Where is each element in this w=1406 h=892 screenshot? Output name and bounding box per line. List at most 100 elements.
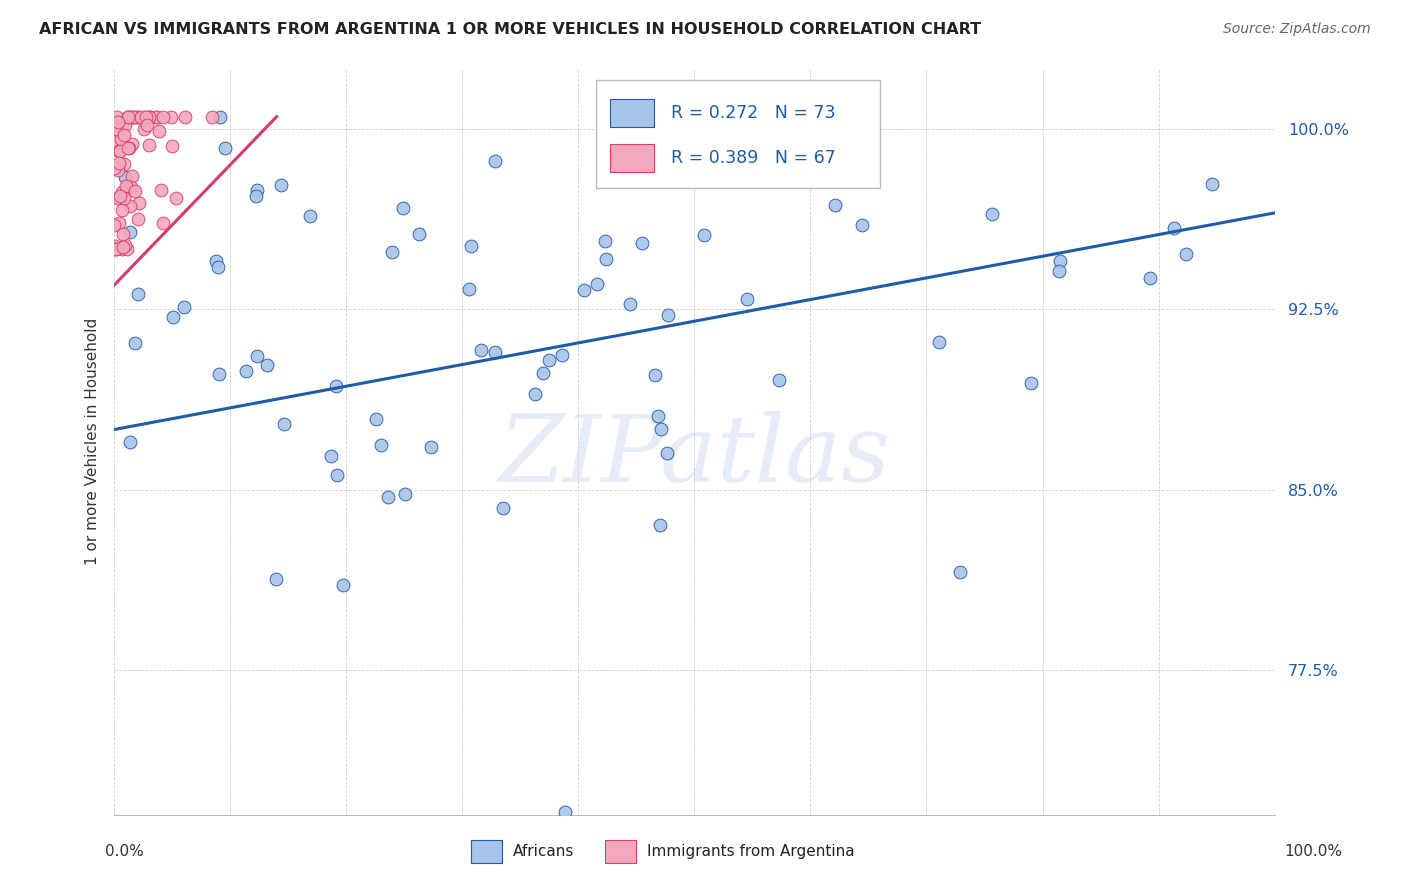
Point [572, 283, 595, 297]
Point [135, 118, 157, 132]
Point [135, 110, 157, 124]
Text: Source: ZipAtlas.com: Source: ZipAtlas.com [1223, 22, 1371, 37]
Point [127, 110, 149, 124]
Point [949, 566, 972, 580]
Point [104, 134, 127, 148]
Point [1201, 177, 1223, 191]
Text: ZIPatlas: ZIPatlas [499, 411, 890, 501]
Point [484, 344, 506, 359]
Point [162, 310, 184, 324]
Point [138, 138, 160, 153]
Point [124, 336, 146, 351]
Point [117, 141, 139, 155]
Point [531, 366, 554, 380]
Point [160, 110, 183, 124]
Point [108, 144, 131, 158]
Point [120, 179, 142, 194]
Point [139, 110, 162, 124]
Point [1021, 376, 1043, 391]
Point [851, 218, 873, 232]
Point [129, 110, 152, 124]
Point [114, 237, 136, 252]
Point [630, 235, 652, 250]
Point [245, 183, 267, 197]
Point [117, 110, 139, 124]
Point [1163, 220, 1185, 235]
Point [121, 169, 143, 184]
Point [595, 252, 617, 266]
Point [132, 121, 155, 136]
Point [650, 422, 672, 436]
Point [460, 239, 482, 253]
Point [824, 198, 846, 212]
Point [593, 234, 616, 248]
Point [121, 136, 143, 151]
FancyBboxPatch shape [610, 99, 654, 128]
Point [103, 219, 125, 233]
Point [204, 254, 226, 268]
Text: 0.0%: 0.0% [105, 845, 145, 859]
Text: AFRICAN VS IMMIGRANTS FROM ARGENTINA 1 OR MORE VEHICLES IN HOUSEHOLD CORRELATION: AFRICAN VS IMMIGRANTS FROM ARGENTINA 1 O… [39, 22, 981, 37]
Point [657, 308, 679, 322]
Point [112, 240, 135, 254]
Text: R = 0.389   N = 67: R = 0.389 N = 67 [671, 149, 837, 167]
Point [118, 198, 141, 212]
Point [693, 227, 716, 242]
Point [524, 387, 547, 401]
Point [110, 132, 132, 146]
Point [108, 216, 131, 230]
Point [981, 207, 1004, 221]
Point [118, 434, 141, 449]
Point [115, 242, 138, 256]
Point [103, 161, 125, 176]
FancyBboxPatch shape [610, 144, 654, 172]
Point [391, 201, 413, 215]
Point [273, 417, 295, 431]
Point [270, 178, 292, 192]
Point [586, 277, 609, 292]
Point [150, 183, 173, 197]
Point [104, 122, 127, 136]
Point [1047, 264, 1070, 278]
Point [644, 368, 666, 383]
Point [554, 805, 576, 819]
Point [214, 141, 236, 155]
Point [111, 227, 134, 242]
Point [834, 110, 856, 124]
Point [650, 518, 672, 533]
Point [657, 446, 679, 460]
Point [127, 287, 149, 301]
Point [117, 110, 139, 124]
Point [105, 110, 128, 124]
Point [134, 110, 156, 124]
Point [104, 238, 127, 252]
Point [264, 572, 287, 586]
Text: Immigrants from Argentina: Immigrants from Argentina [647, 845, 855, 859]
Point [138, 110, 160, 124]
Point [174, 110, 197, 124]
Point [105, 242, 128, 256]
Point [112, 157, 135, 171]
Point [256, 359, 278, 373]
Point [122, 110, 145, 124]
Point [647, 409, 669, 424]
Point [114, 118, 136, 132]
Text: R = 0.272   N = 73: R = 0.272 N = 73 [671, 104, 835, 122]
Point [394, 487, 416, 501]
Point [152, 216, 174, 230]
Point [235, 364, 257, 378]
Point [114, 169, 136, 184]
Point [492, 500, 515, 515]
Point [108, 189, 131, 203]
Point [470, 343, 492, 357]
Point [127, 212, 149, 227]
Point [325, 378, 347, 392]
Point [117, 110, 139, 124]
Point [319, 449, 342, 463]
Point [103, 242, 125, 256]
Point [146, 110, 169, 124]
Point [112, 128, 135, 142]
Point [207, 260, 229, 275]
Point [381, 244, 404, 259]
Point [201, 110, 224, 124]
